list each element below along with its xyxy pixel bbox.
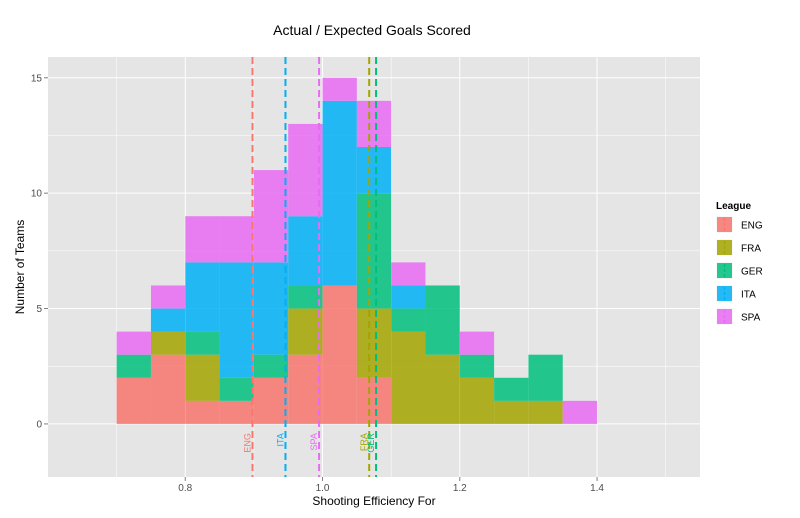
y-axis-title: Number of Teams [13,220,27,314]
bar-eng [322,285,357,424]
bar-fra [494,400,529,424]
bar-spa [116,331,151,355]
bar-eng [288,354,323,424]
bar-spa [562,400,598,424]
x-tick-label: 1.4 [590,483,604,494]
bar-spa [150,285,186,309]
bar-ger [356,193,392,309]
bar-ger [459,354,495,378]
mean-label-spa: SPA [309,433,319,450]
y-tick-label: 0 [36,419,42,430]
bar-eng [356,377,392,424]
legend-label-eng: ENG [741,221,763,232]
bar-ita [356,147,392,194]
bar-fra [356,308,392,378]
bar-fra [528,400,563,424]
bar-fra [459,377,495,424]
y-tick-label: 15 [31,73,43,84]
bar-eng [219,400,254,424]
mean-label-ita: ITA [275,433,285,446]
legend-label-spa: SPA [741,313,761,324]
bar-eng [150,354,186,424]
bar-ger [185,331,220,355]
bar-ita [288,216,323,286]
bar-ger [494,377,529,401]
y-tick-label: 10 [31,189,43,200]
bar-ita [253,262,289,355]
bar-spa [356,100,392,147]
bar-ger [528,354,563,401]
x-tick-label: 0.8 [178,483,192,494]
bar-spa [185,216,220,263]
bar-ita [219,262,254,378]
legend: League ENG FRA GER ITA SPA [715,201,763,326]
bar-spa [459,331,495,355]
histogram-bars [116,77,598,424]
bar-ita [150,308,186,332]
y-tick-label: 5 [36,304,42,315]
bar-ger [219,377,254,401]
bar-ger [425,285,460,355]
bar-ger [391,308,426,332]
chart-title: Actual / Expected Goals Scored [273,22,471,38]
bar-spa [253,170,289,263]
bar-eng [185,400,220,424]
bar-spa [219,216,254,263]
bar-ger [288,285,323,309]
legend-label-fra: FRA [741,244,761,255]
x-tick-label: 1.0 [316,483,330,494]
bar-spa [391,262,426,286]
x-axis-title: Shooting Efficiency For [312,494,435,508]
bar-spa [322,77,357,101]
bar-eng [253,377,289,424]
bar-fra [185,354,220,401]
y-axis: 0 5 10 15 [31,73,48,430]
bar-ita [391,285,426,309]
bar-fra [288,308,323,355]
bar-spa [288,123,323,217]
mean-label-fra: FRA [359,433,369,451]
bar-ger [253,354,289,378]
bar-ger [116,354,151,378]
bar-fra [425,354,460,424]
x-tick-label: 1.2 [453,483,467,494]
bar-eng [116,377,151,424]
x-axis: 0.8 1.0 1.2 1.4 [178,477,604,494]
bar-ita [185,262,220,332]
bar-fra [391,331,426,424]
mean-label-eng: ENG [243,433,253,453]
bar-ita [322,100,357,286]
legend-label-ger: GER [741,267,763,278]
legend-label-ita: ITA [741,290,756,301]
legend-title: League [716,201,751,212]
bar-fra [150,331,186,355]
mean-label-ger: GER [366,433,376,453]
